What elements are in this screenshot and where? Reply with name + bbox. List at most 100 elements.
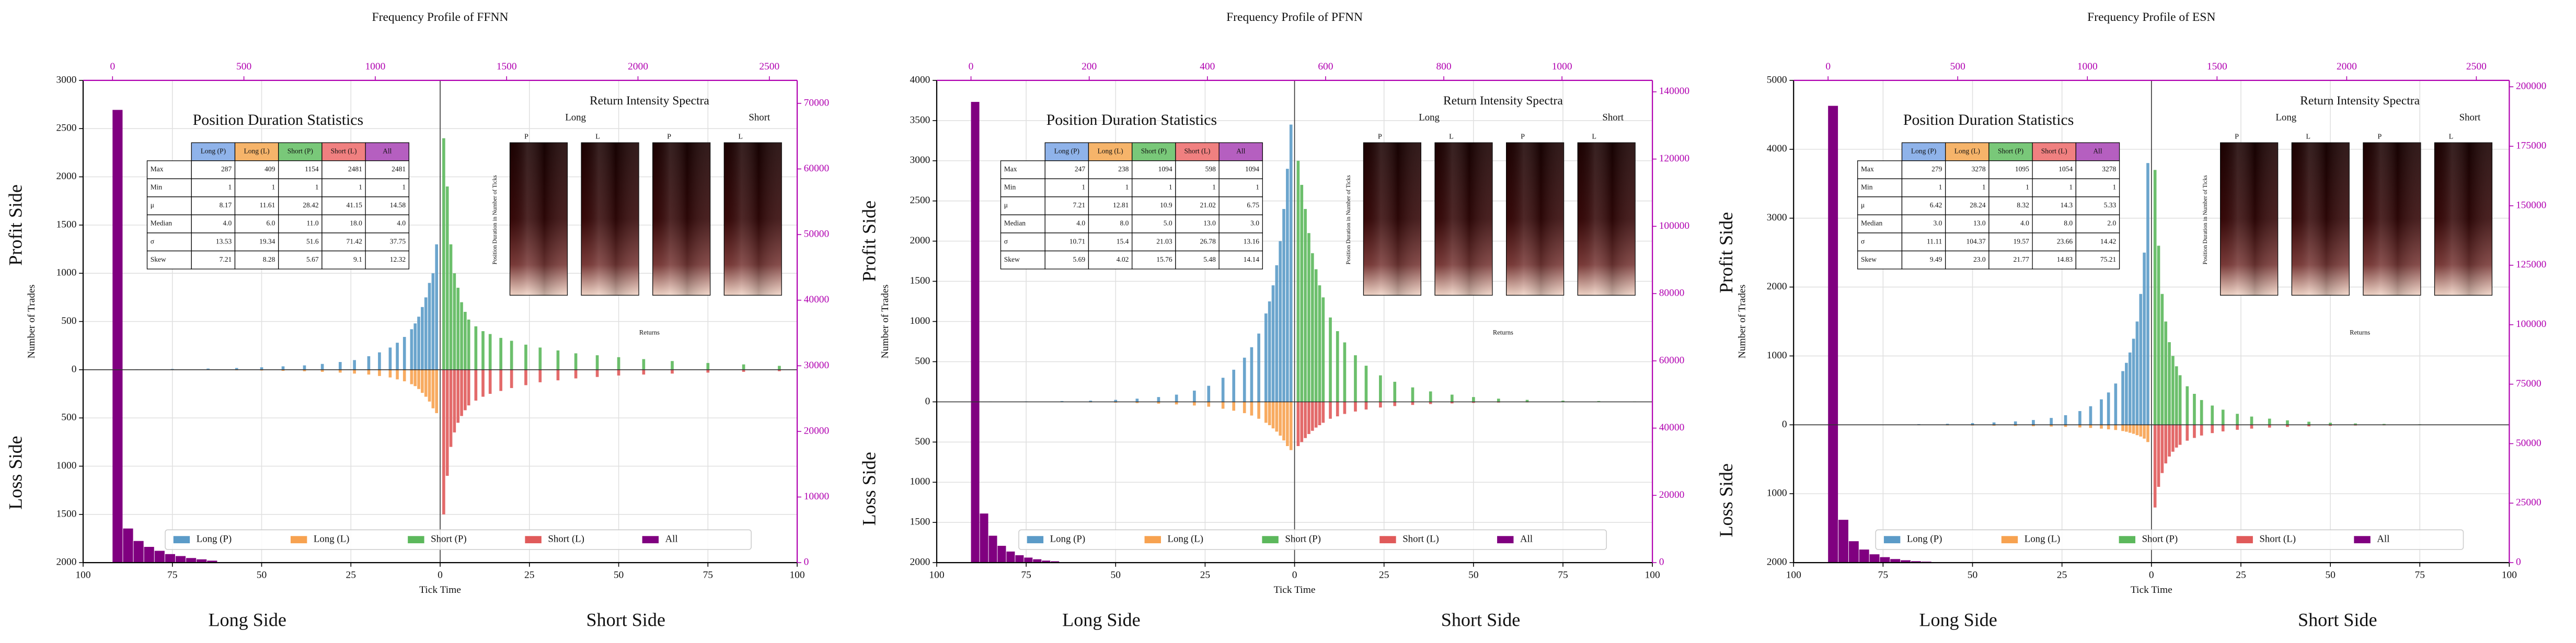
bar [2157, 245, 2160, 425]
table-cell [1000, 196, 1045, 216]
table-cell [1132, 250, 1176, 270]
y2-tick-label: 20000 [1659, 489, 1685, 500]
x-tick-label: 100 [2502, 570, 2517, 581]
table-header-cell [191, 142, 236, 161]
bar [2160, 294, 2164, 425]
inset-title: Return Intensity Spectra [1443, 94, 1563, 108]
heatmap-label: P [667, 132, 671, 141]
bar [2382, 424, 2386, 425]
table-cell [1857, 160, 1903, 179]
table-cell [1175, 178, 1220, 197]
table-cell-text: 11.61 [260, 201, 275, 209]
x-tick-label: 0 [2149, 570, 2154, 581]
legend-label: All [665, 533, 678, 544]
legend-label: All [2377, 533, 2389, 544]
bar [2146, 163, 2149, 425]
hist-bar [1033, 559, 1042, 563]
x-tick-label: 75 [1878, 570, 1888, 581]
hist-bar [1015, 555, 1024, 563]
bar [1307, 402, 1310, 434]
bar [2153, 425, 2157, 508]
bar [1282, 402, 1285, 441]
bar [1089, 401, 1092, 402]
bar [2354, 423, 2357, 425]
table-cell [146, 250, 192, 270]
bar [524, 369, 527, 385]
heatmap-label: P [2377, 132, 2382, 141]
y-tick-label: 3000 [910, 155, 930, 166]
bar [413, 323, 417, 370]
table-cell-text: Skew [1861, 255, 1877, 263]
table-cell [1218, 178, 1263, 197]
hist-bar [1911, 561, 1921, 563]
table-cell-text: 2.0 [2107, 219, 2116, 227]
bar [1175, 394, 1178, 402]
bar [1336, 402, 1339, 417]
x2-tick-label: 1000 [1552, 61, 1572, 72]
table-cell-text: 409 [264, 165, 275, 173]
table-cell [278, 250, 323, 270]
hist-bar [997, 545, 1006, 563]
bar [2064, 415, 2067, 425]
bar [1992, 425, 1996, 426]
table-cell-text: 3.0 [1250, 219, 1259, 227]
bar [2175, 366, 2178, 425]
bar [442, 138, 445, 370]
y-tick-label: 1000 [56, 267, 77, 278]
bar [2171, 356, 2175, 425]
legend-label: Long (P) [197, 533, 232, 544]
table-cell-text: 23.0 [1973, 255, 1986, 263]
y-tick-label: 0 [925, 396, 930, 407]
bar [320, 364, 324, 370]
bar [388, 347, 392, 370]
x-tick-label: 75 [1021, 570, 1031, 581]
bar [1279, 402, 1282, 436]
x-axis-label: Tick Time [1274, 584, 1316, 595]
legend-label: Short (L) [548, 533, 584, 544]
table-cell-text: 1 [1256, 183, 1259, 191]
table-cell-text: 1095 [2015, 165, 2029, 173]
table-cell-text: 5.0 [1164, 219, 1172, 227]
y2-tick-label: 75000 [2516, 378, 2542, 389]
bar [538, 369, 542, 382]
heatmap-texture [2363, 143, 2421, 296]
bar [1207, 402, 1211, 407]
table-header: Short (P) [1998, 147, 2023, 155]
table-cell-text: 238 [1118, 165, 1129, 173]
bar [556, 350, 560, 370]
table-cell-text: 598 [1205, 165, 1216, 173]
bar [1175, 402, 1178, 405]
y2-tick-label: 150000 [2516, 200, 2546, 211]
bar [1275, 402, 1279, 432]
table-cell [191, 160, 236, 179]
bar [2193, 425, 2196, 438]
bar [1207, 385, 1211, 402]
table-cell-text: 1 [402, 183, 406, 191]
table-cell-text: 15.76 [1156, 255, 1172, 263]
bar [449, 244, 453, 370]
bar [2139, 294, 2143, 425]
y2-tick-label: 80000 [1659, 288, 1685, 299]
loss-side-label: Loss Side [5, 436, 26, 509]
bar [1114, 400, 1118, 402]
table-cell-text: 1 [1125, 183, 1129, 191]
table-cell [1988, 250, 2033, 270]
table-cell [1000, 214, 1045, 233]
table-cell-text: 12.81 [1113, 201, 1129, 209]
hist-bar [112, 110, 123, 563]
table-cell-text: 1094 [1158, 165, 1172, 173]
table-cell-text: 13.16 [1244, 237, 1260, 245]
bar [281, 366, 285, 370]
table-header: Long (L) [244, 147, 270, 155]
bar [642, 359, 646, 370]
y-tick-label: 500 [915, 356, 930, 367]
y-tick-label: 2000 [910, 557, 930, 568]
bar [1135, 402, 1139, 403]
table-cell [1132, 232, 1176, 252]
y2-tick-label: 120000 [1659, 153, 1689, 164]
legend-swatch [290, 536, 307, 544]
y-tick-label: 1000 [1767, 350, 1787, 361]
hist-bar [154, 551, 165, 563]
table-cell [1175, 232, 1220, 252]
bar [2014, 421, 2017, 425]
